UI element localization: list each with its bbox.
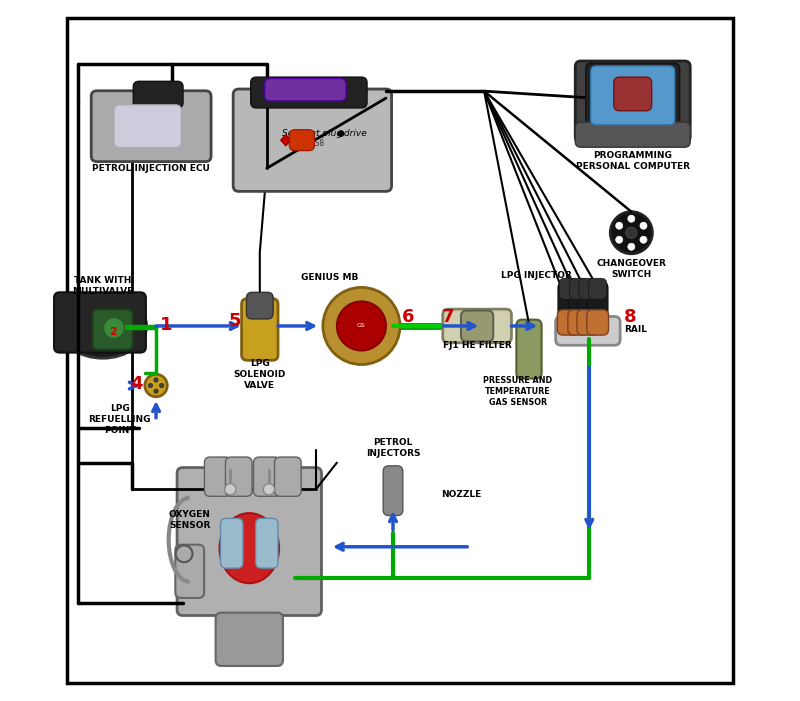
- FancyBboxPatch shape: [578, 282, 598, 332]
- Circle shape: [159, 383, 164, 388]
- Circle shape: [610, 212, 652, 254]
- FancyBboxPatch shape: [274, 457, 301, 496]
- FancyBboxPatch shape: [614, 77, 652, 111]
- FancyBboxPatch shape: [575, 61, 690, 142]
- FancyBboxPatch shape: [114, 104, 182, 148]
- Text: LPG
REFUELLING
POINT: LPG REFUELLING POINT: [88, 404, 151, 435]
- Circle shape: [616, 222, 622, 229]
- Text: PRESSURE AND
TEMPERATURE
GAS SENSOR: PRESSURE AND TEMPERATURE GAS SENSOR: [483, 376, 552, 407]
- Circle shape: [263, 484, 274, 495]
- Circle shape: [225, 484, 236, 495]
- FancyBboxPatch shape: [175, 545, 204, 598]
- Text: FLY S8: FLY S8: [300, 139, 325, 148]
- FancyBboxPatch shape: [590, 66, 674, 125]
- Circle shape: [154, 378, 158, 382]
- Polygon shape: [281, 135, 290, 146]
- Circle shape: [145, 374, 167, 397]
- Circle shape: [176, 545, 193, 562]
- Circle shape: [616, 236, 622, 243]
- FancyBboxPatch shape: [516, 320, 542, 379]
- Text: RAIL: RAIL: [624, 325, 647, 334]
- FancyBboxPatch shape: [569, 282, 589, 332]
- FancyBboxPatch shape: [250, 77, 367, 108]
- Circle shape: [154, 389, 158, 393]
- FancyBboxPatch shape: [54, 292, 146, 353]
- FancyBboxPatch shape: [221, 519, 243, 568]
- Text: OXYGEN
SENSOR: OXYGEN SENSOR: [169, 510, 210, 531]
- FancyBboxPatch shape: [575, 122, 690, 147]
- Text: LPG
SOLENOID
VALVE: LPG SOLENOID VALVE: [234, 359, 286, 390]
- FancyBboxPatch shape: [246, 292, 273, 319]
- Text: GS: GS: [357, 323, 366, 329]
- FancyBboxPatch shape: [558, 310, 579, 335]
- Circle shape: [628, 243, 635, 250]
- FancyBboxPatch shape: [577, 310, 598, 335]
- Circle shape: [103, 318, 125, 339]
- Text: 7: 7: [442, 308, 454, 326]
- FancyBboxPatch shape: [442, 309, 511, 343]
- Circle shape: [337, 301, 386, 350]
- Text: NOZZLE: NOZZLE: [441, 490, 481, 498]
- Text: GENIUS MB: GENIUS MB: [302, 273, 358, 282]
- FancyBboxPatch shape: [587, 310, 609, 335]
- FancyBboxPatch shape: [216, 613, 283, 666]
- FancyBboxPatch shape: [226, 457, 252, 496]
- Ellipse shape: [219, 513, 279, 583]
- FancyBboxPatch shape: [586, 63, 680, 130]
- FancyBboxPatch shape: [290, 130, 314, 151]
- Text: 4: 4: [130, 375, 142, 393]
- Text: 6: 6: [402, 308, 414, 326]
- Ellipse shape: [59, 294, 146, 358]
- FancyBboxPatch shape: [461, 311, 494, 341]
- Text: 8: 8: [624, 308, 637, 326]
- FancyBboxPatch shape: [265, 79, 346, 101]
- Text: 2: 2: [109, 327, 117, 336]
- FancyBboxPatch shape: [383, 466, 403, 516]
- FancyBboxPatch shape: [233, 89, 391, 191]
- FancyBboxPatch shape: [558, 282, 578, 332]
- FancyBboxPatch shape: [556, 316, 620, 345]
- Text: CHANGEOVER
SWITCH: CHANGEOVER SWITCH: [596, 259, 666, 280]
- Text: ●drive: ●drive: [337, 129, 368, 137]
- Text: FJ1 HE FILTER: FJ1 HE FILTER: [442, 341, 511, 350]
- FancyBboxPatch shape: [568, 310, 590, 335]
- FancyBboxPatch shape: [242, 299, 278, 360]
- FancyBboxPatch shape: [559, 278, 578, 299]
- FancyBboxPatch shape: [254, 457, 280, 496]
- Circle shape: [626, 227, 637, 238]
- FancyBboxPatch shape: [205, 457, 231, 496]
- FancyBboxPatch shape: [92, 309, 133, 350]
- Circle shape: [640, 222, 647, 229]
- Circle shape: [323, 287, 400, 365]
- Text: 5: 5: [229, 312, 242, 330]
- FancyBboxPatch shape: [134, 81, 183, 108]
- Text: PROGRAMMING
PERSONAL COMPUTER: PROGRAMMING PERSONAL COMPUTER: [576, 151, 690, 171]
- Text: 1: 1: [160, 315, 173, 334]
- Text: TANK WITH
MULTIVALVE: TANK WITH MULTIVALVE: [72, 275, 134, 296]
- Text: LPG INJECTOR: LPG INJECTOR: [502, 271, 572, 280]
- Text: PETROL
INJECTORS: PETROL INJECTORS: [366, 438, 420, 458]
- Text: PETROL INJECTION ECU: PETROL INJECTION ECU: [92, 164, 210, 173]
- FancyBboxPatch shape: [578, 278, 597, 299]
- FancyBboxPatch shape: [91, 91, 211, 162]
- FancyBboxPatch shape: [589, 278, 606, 299]
- Text: Sequent plug: Sequent plug: [282, 129, 342, 137]
- Circle shape: [148, 383, 153, 388]
- FancyBboxPatch shape: [587, 282, 608, 332]
- Circle shape: [628, 215, 635, 222]
- Circle shape: [640, 236, 647, 243]
- FancyBboxPatch shape: [570, 278, 588, 299]
- FancyBboxPatch shape: [177, 468, 322, 615]
- FancyBboxPatch shape: [255, 519, 278, 568]
